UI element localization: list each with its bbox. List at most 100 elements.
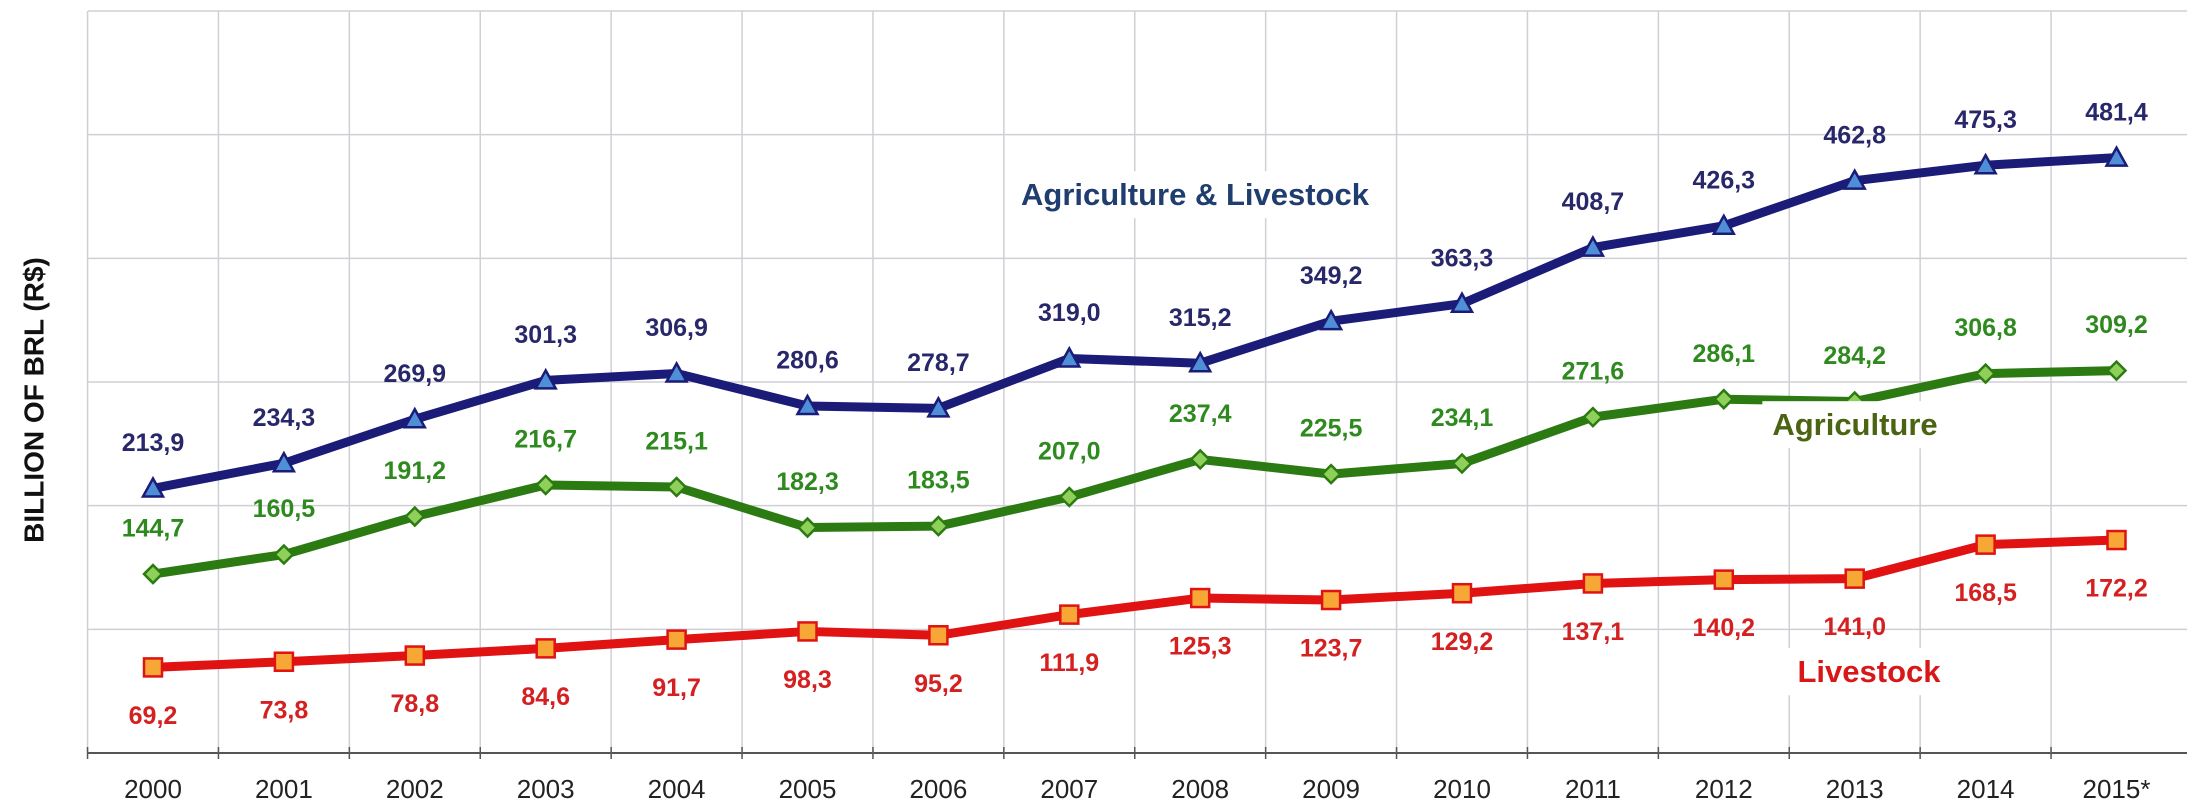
- marker: [1059, 604, 1080, 625]
- marker: [1711, 213, 1736, 236]
- series-name: Agriculture: [1772, 407, 1937, 442]
- marker: [273, 651, 295, 672]
- x-tick-label: 2004: [648, 774, 706, 804]
- marker: [796, 516, 819, 539]
- data-label: 278,7: [907, 349, 970, 377]
- marker: [1974, 362, 1997, 385]
- x-tick-label: 2005: [779, 774, 837, 804]
- data-label: 280,6: [776, 347, 839, 375]
- marker: [142, 563, 164, 585]
- data-label: 98,3: [783, 666, 832, 694]
- data-label: 141,0: [1823, 613, 1886, 641]
- marker: [1188, 350, 1213, 373]
- marker: [273, 543, 295, 566]
- marker: [1713, 388, 1735, 410]
- data-label: 215,1: [645, 428, 708, 456]
- data-label: 73,8: [260, 696, 309, 724]
- data-label: 284,2: [1823, 342, 1886, 370]
- marker: [1975, 534, 1996, 555]
- data-label: 144,7: [122, 515, 185, 543]
- series-annotation: Agriculture & Livestock: [1011, 171, 1380, 219]
- marker: [1582, 406, 1604, 428]
- marker: [1318, 308, 1344, 331]
- data-label: 234,3: [253, 404, 316, 432]
- marker: [665, 476, 688, 498]
- data-label: 91,7: [652, 674, 701, 702]
- data-label: 306,8: [1954, 314, 2017, 342]
- series-name: Livestock: [1797, 654, 1941, 689]
- series-name-bg: [1011, 171, 1380, 219]
- marker: [533, 367, 558, 390]
- marker: [1320, 589, 1342, 611]
- marker: [1973, 152, 1998, 175]
- marker: [2104, 145, 2129, 167]
- data-label: 137,1: [1562, 618, 1625, 646]
- marker: [1058, 486, 1081, 508]
- marker: [142, 657, 164, 678]
- data-label: 319,0: [1038, 299, 1101, 327]
- marker: [404, 645, 426, 666]
- data-label: 160,5: [253, 495, 316, 523]
- data-label: 182,3: [776, 468, 839, 496]
- data-label: 129,2: [1431, 628, 1494, 656]
- marker: [1320, 463, 1342, 485]
- marker: [928, 625, 949, 646]
- data-label: 183,5: [907, 467, 970, 495]
- data-label: 234,1: [1431, 404, 1494, 432]
- marker: [1580, 235, 1606, 257]
- marker: [1451, 452, 1473, 475]
- data-label: 462,8: [1823, 121, 1886, 149]
- marker: [1713, 569, 1735, 590]
- data-label: 315,2: [1169, 304, 1232, 332]
- data-label: 168,5: [1954, 579, 2017, 607]
- data-label: 286,1: [1693, 340, 1756, 368]
- data-label: 301,3: [514, 321, 577, 349]
- data-label: 123,7: [1300, 635, 1363, 663]
- marker: [1189, 448, 1211, 471]
- x-tick-label: 2003: [517, 774, 575, 804]
- marker: [795, 393, 820, 416]
- x-tick-label: 2002: [386, 774, 444, 804]
- data-label: 140,2: [1693, 614, 1756, 642]
- series-line: [152, 153, 2117, 493]
- data-label: 309,2: [2085, 311, 2148, 339]
- series-name: Agriculture & Livestock: [1021, 177, 1370, 212]
- marker: [1842, 168, 1867, 190]
- marker: [2105, 359, 2128, 382]
- data-label: 475,3: [1954, 106, 2017, 134]
- marker: [140, 475, 166, 498]
- marker: [1451, 582, 1473, 604]
- x-tick-label: 2010: [1433, 774, 1491, 804]
- marker: [402, 406, 427, 429]
- marker: [535, 638, 556, 659]
- data-label: 408,7: [1562, 188, 1625, 216]
- x-tick-label: 2007: [1040, 774, 1098, 804]
- data-label: 78,8: [390, 690, 439, 718]
- marker: [2106, 529, 2127, 551]
- data-label: 125,3: [1169, 633, 1232, 661]
- marker: [1057, 345, 1082, 368]
- data-label: 191,2: [384, 457, 447, 485]
- series-name-bg: [1787, 648, 1952, 696]
- marker: [404, 505, 426, 528]
- marker: [927, 515, 950, 537]
- data-label: 69,2: [129, 702, 178, 730]
- data-label: 111,9: [1039, 649, 1099, 677]
- data-label: 306,9: [645, 314, 708, 342]
- x-tick-label: 2009: [1302, 774, 1360, 804]
- data-label: 216,7: [514, 426, 577, 454]
- data-label: 225,5: [1300, 415, 1363, 443]
- data-label: 481,4: [2085, 98, 2148, 126]
- series-line: [152, 366, 2117, 579]
- marker: [1449, 291, 1475, 313]
- series-line: [152, 535, 2117, 672]
- series-annotation: Livestock: [1787, 648, 1952, 696]
- x-tick-label: 2008: [1171, 774, 1229, 804]
- data-label: 349,2: [1300, 262, 1363, 290]
- series-name-bg: [1762, 401, 1948, 449]
- data-label: 426,3: [1693, 166, 1756, 194]
- x-tick-label: 2001: [255, 774, 313, 804]
- data-label: 84,6: [521, 683, 570, 711]
